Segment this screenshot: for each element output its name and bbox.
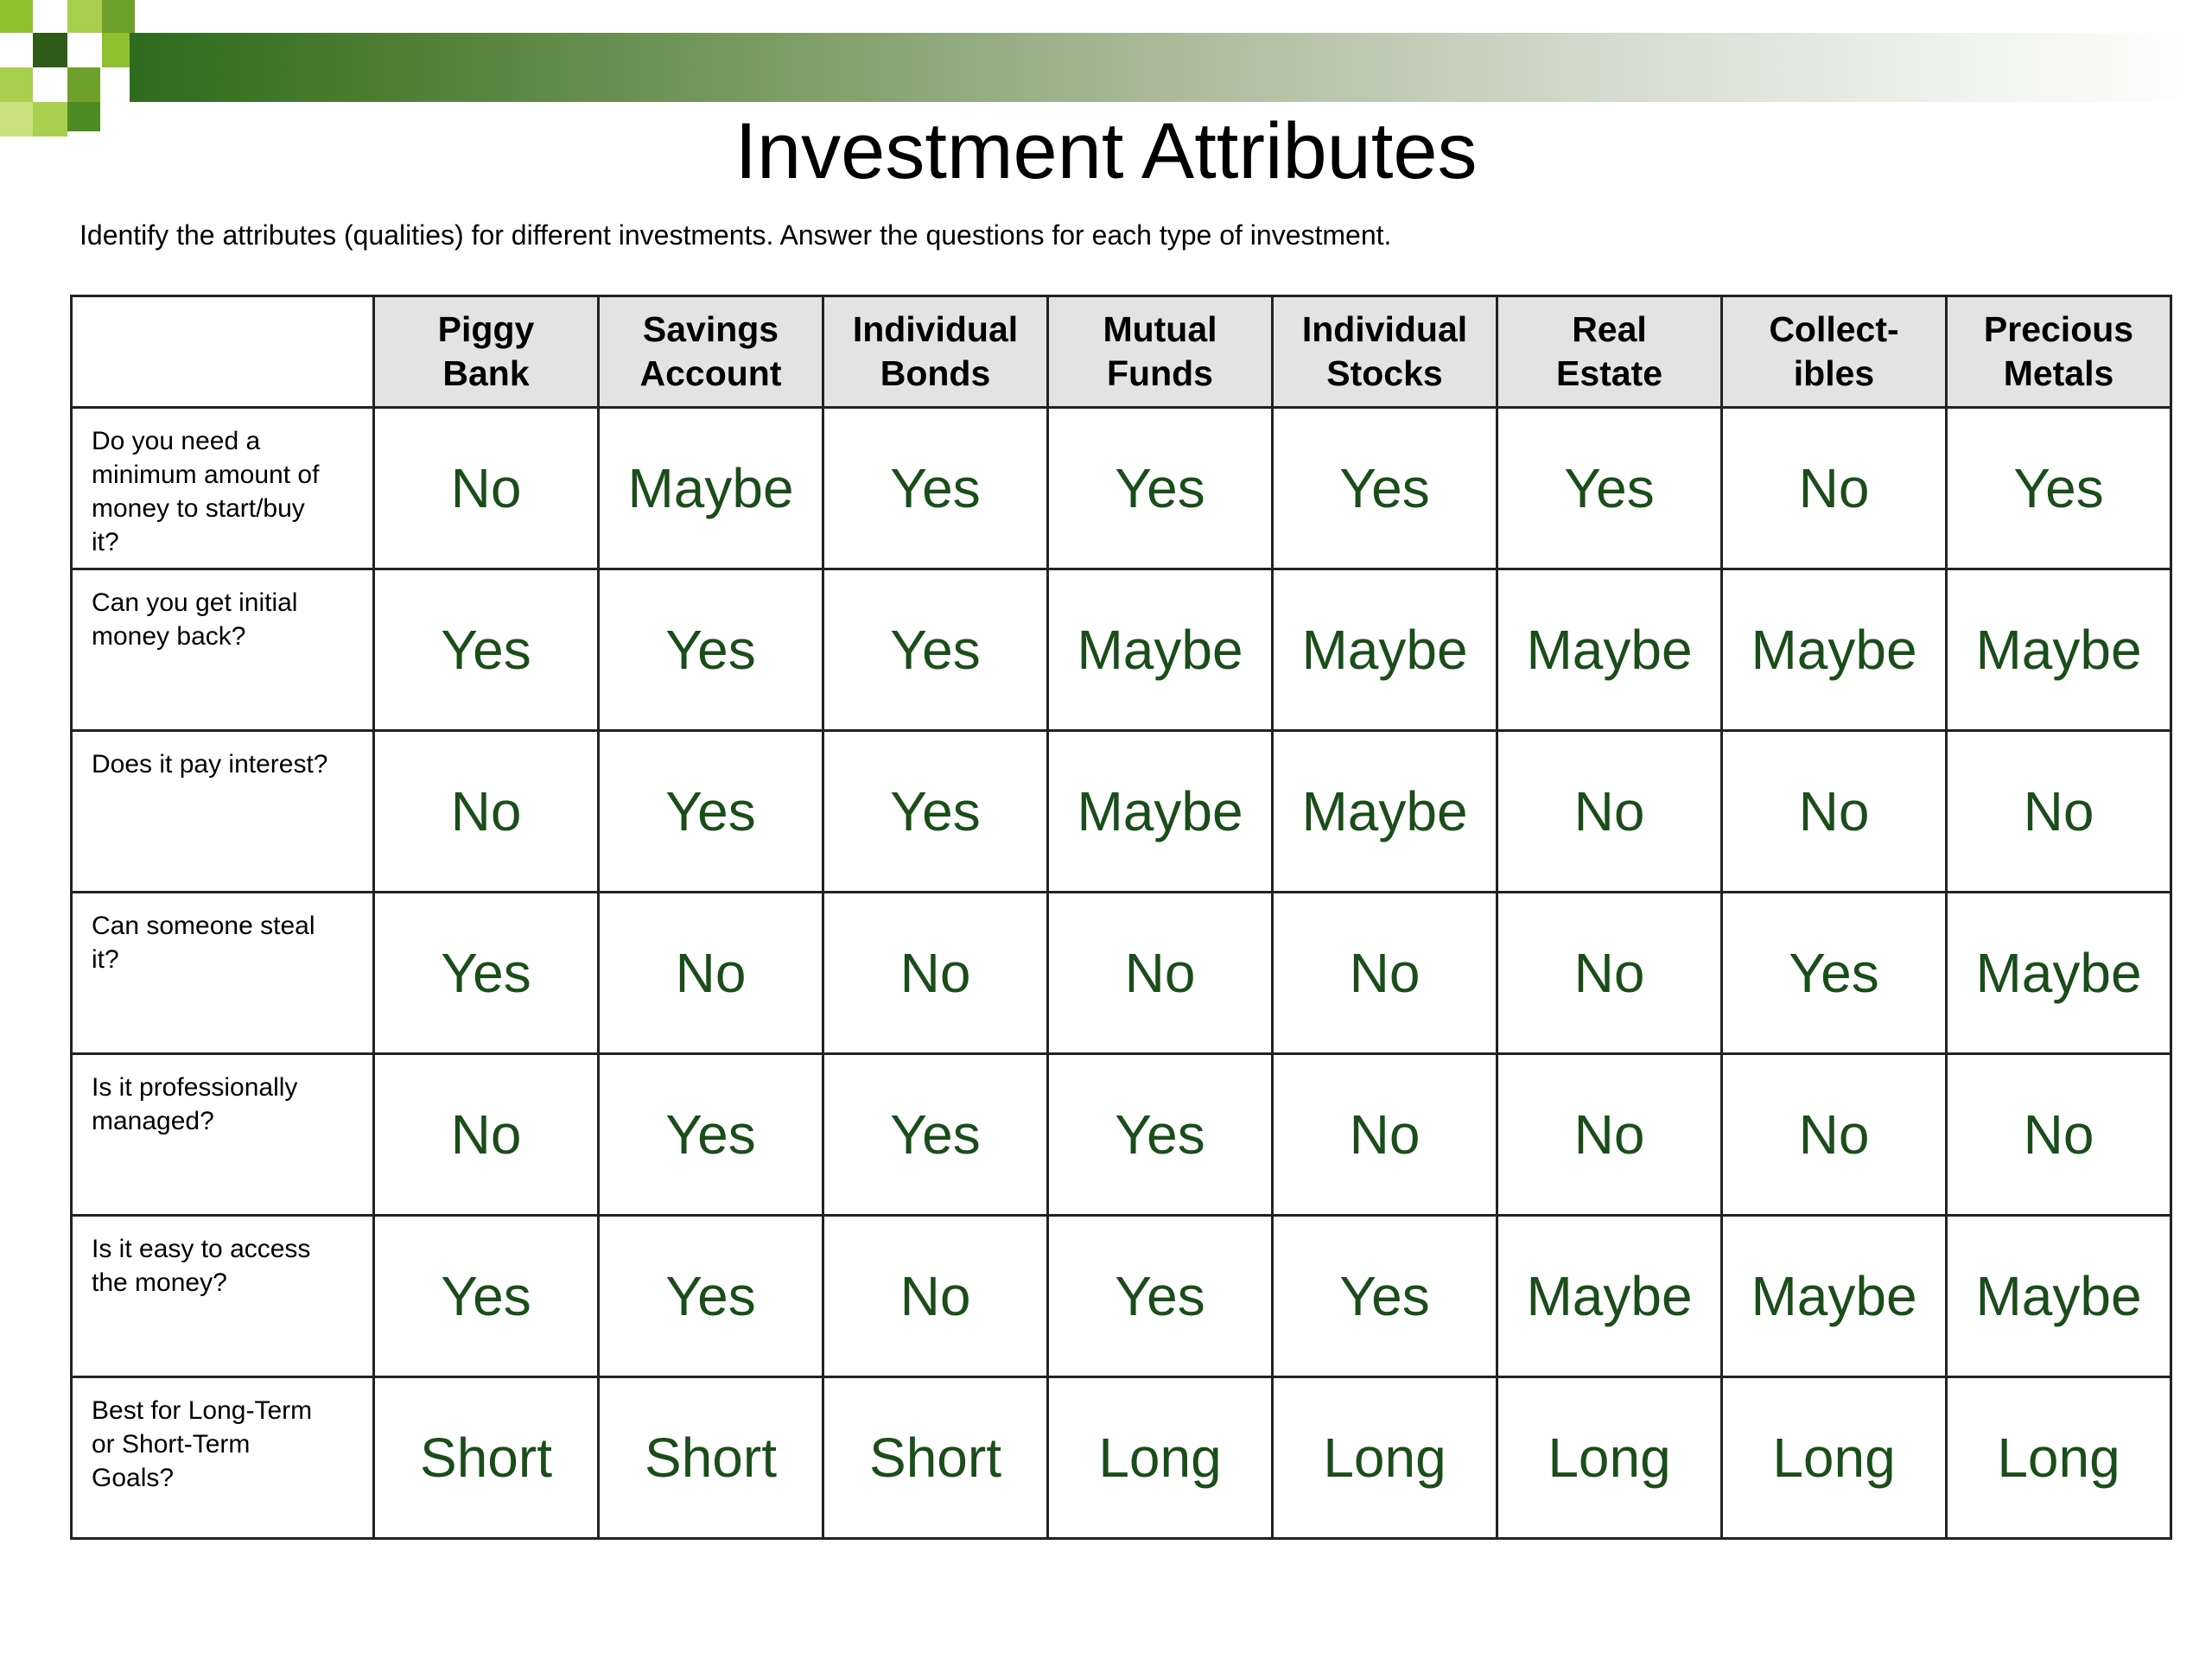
- answer-cell: Maybe: [1945, 568, 2172, 732]
- table-row: Is it easy to access the money? Yes Yes …: [70, 1214, 2172, 1378]
- answer-cell: Yes: [597, 1052, 824, 1217]
- column-header-savings-account: Savings Account: [597, 295, 824, 409]
- question-cell: Can someone steal it?: [70, 891, 375, 1055]
- question-cell: Is it easy to access the money?: [70, 1214, 375, 1378]
- banner-square: [102, 0, 135, 33]
- answer-cell: No: [1720, 1052, 1948, 1217]
- answer-cell: Yes: [1046, 1052, 1274, 1217]
- answer-cell: No: [822, 1214, 1049, 1378]
- answer-cell: Maybe: [597, 406, 824, 570]
- instructions-text: Identify the attributes (qualities) for …: [79, 219, 1392, 251]
- answer-cell: Short: [372, 1376, 600, 1540]
- column-header-collectibles: Collect- ibles: [1720, 295, 1948, 409]
- answer-cell: Yes: [822, 568, 1049, 732]
- answer-cell: Yes: [597, 729, 824, 893]
- question-cell: Do you need a minimum amount of money to…: [70, 406, 375, 570]
- column-header-individual-bonds: Individual Bonds: [822, 295, 1049, 409]
- answer-cell: No: [372, 729, 600, 893]
- answer-cell: No: [1046, 891, 1274, 1055]
- banner-square: [0, 102, 33, 137]
- answer-cell: Maybe: [1720, 1214, 1948, 1378]
- answer-cell: Yes: [1046, 1214, 1274, 1378]
- answer-cell: Short: [597, 1376, 824, 1540]
- table-row: Does it pay interest? No Yes Yes Maybe M…: [70, 729, 2172, 893]
- column-header-mutual-funds: Mutual Funds: [1046, 295, 1274, 409]
- header-row: Piggy Bank Savings Account Individual Bo…: [70, 295, 2172, 409]
- answer-cell: No: [1271, 891, 1498, 1055]
- answer-cell: Yes: [1271, 406, 1498, 570]
- answer-cell: No: [1945, 729, 2172, 893]
- answer-cell: Maybe: [1945, 891, 2172, 1055]
- table-row: Best for Long-Term or Short-Term Goals? …: [70, 1376, 2172, 1540]
- banner-square: [67, 102, 100, 131]
- answer-cell: Maybe: [1046, 729, 1274, 893]
- column-header-precious-metals: Precious Metals: [1945, 295, 2172, 409]
- answer-cell: Long: [1945, 1376, 2172, 1540]
- answer-cell: No: [1496, 891, 1723, 1055]
- question-cell: Does it pay interest?: [70, 729, 375, 893]
- answer-cell: Yes: [1271, 1214, 1498, 1378]
- banner-square: [33, 33, 67, 67]
- table-row: Can someone steal it? Yes No No No No No…: [70, 891, 2172, 1055]
- answer-cell: No: [1720, 729, 1948, 893]
- answer-cell: Yes: [1945, 406, 2172, 570]
- question-cell: Best for Long-Term or Short-Term Goals?: [70, 1376, 375, 1540]
- answer-cell: Maybe: [1496, 1214, 1723, 1378]
- answer-cell: No: [1945, 1052, 2172, 1217]
- banner-square: [33, 102, 67, 137]
- column-header-individual-stocks: Individual Stocks: [1271, 295, 1498, 409]
- answer-cell: Long: [1496, 1376, 1723, 1540]
- question-cell: Can you get initial money back?: [70, 568, 375, 732]
- column-header-real-estate: Real Estate: [1496, 295, 1723, 409]
- banner-square: [0, 0, 33, 33]
- answer-cell: Maybe: [1046, 568, 1274, 732]
- answer-cell: Long: [1720, 1376, 1948, 1540]
- answer-cell: No: [822, 891, 1049, 1055]
- answer-cell: Long: [1271, 1376, 1498, 1540]
- answer-cell: Yes: [822, 729, 1049, 893]
- table-row: Is it professionally managed? No Yes Yes…: [70, 1052, 2172, 1217]
- answer-cell: Long: [1046, 1376, 1274, 1540]
- answer-cell: No: [597, 891, 824, 1055]
- answer-cell: Yes: [822, 406, 1049, 570]
- answer-cell: No: [1720, 406, 1948, 570]
- answer-cell: Yes: [372, 1214, 600, 1378]
- answer-cell: Maybe: [1945, 1214, 2172, 1378]
- answer-cell: Maybe: [1496, 568, 1723, 732]
- answer-cell: Yes: [597, 568, 824, 732]
- banner-square: [0, 67, 33, 102]
- answer-cell: Yes: [1046, 406, 1274, 570]
- answer-cell: No: [372, 406, 600, 570]
- question-cell: Is it professionally managed?: [70, 1052, 375, 1217]
- answer-cell: Yes: [372, 891, 600, 1055]
- table-row: Do you need a minimum amount of money to…: [70, 406, 2172, 570]
- answer-cell: Yes: [1496, 406, 1723, 570]
- column-header-piggy-bank: Piggy Bank: [372, 295, 600, 409]
- attributes-table: Piggy Bank Savings Account Individual Bo…: [70, 295, 2172, 1540]
- answer-cell: No: [372, 1052, 600, 1217]
- answer-cell: Maybe: [1720, 568, 1948, 732]
- banner-gradient-bar: [130, 33, 2212, 102]
- answer-cell: Yes: [1720, 891, 1948, 1055]
- corner-cell: [70, 295, 375, 409]
- answer-cell: Yes: [822, 1052, 1049, 1217]
- banner-square: [102, 33, 130, 67]
- answer-cell: No: [1271, 1052, 1498, 1217]
- answer-cell: Maybe: [1271, 568, 1498, 732]
- page-title: Investment Attributes: [734, 107, 1478, 195]
- answer-cell: No: [1496, 1052, 1723, 1217]
- answer-cell: Maybe: [1271, 729, 1498, 893]
- table-row: Can you get initial money back? Yes Yes …: [70, 568, 2172, 732]
- answer-cell: Yes: [597, 1214, 824, 1378]
- decorative-banner: [0, 0, 2212, 138]
- banner-square: [67, 0, 102, 33]
- banner-square: [67, 67, 100, 102]
- answer-cell: Yes: [372, 568, 600, 732]
- answer-cell: Short: [822, 1376, 1049, 1540]
- answer-cell: No: [1496, 729, 1723, 893]
